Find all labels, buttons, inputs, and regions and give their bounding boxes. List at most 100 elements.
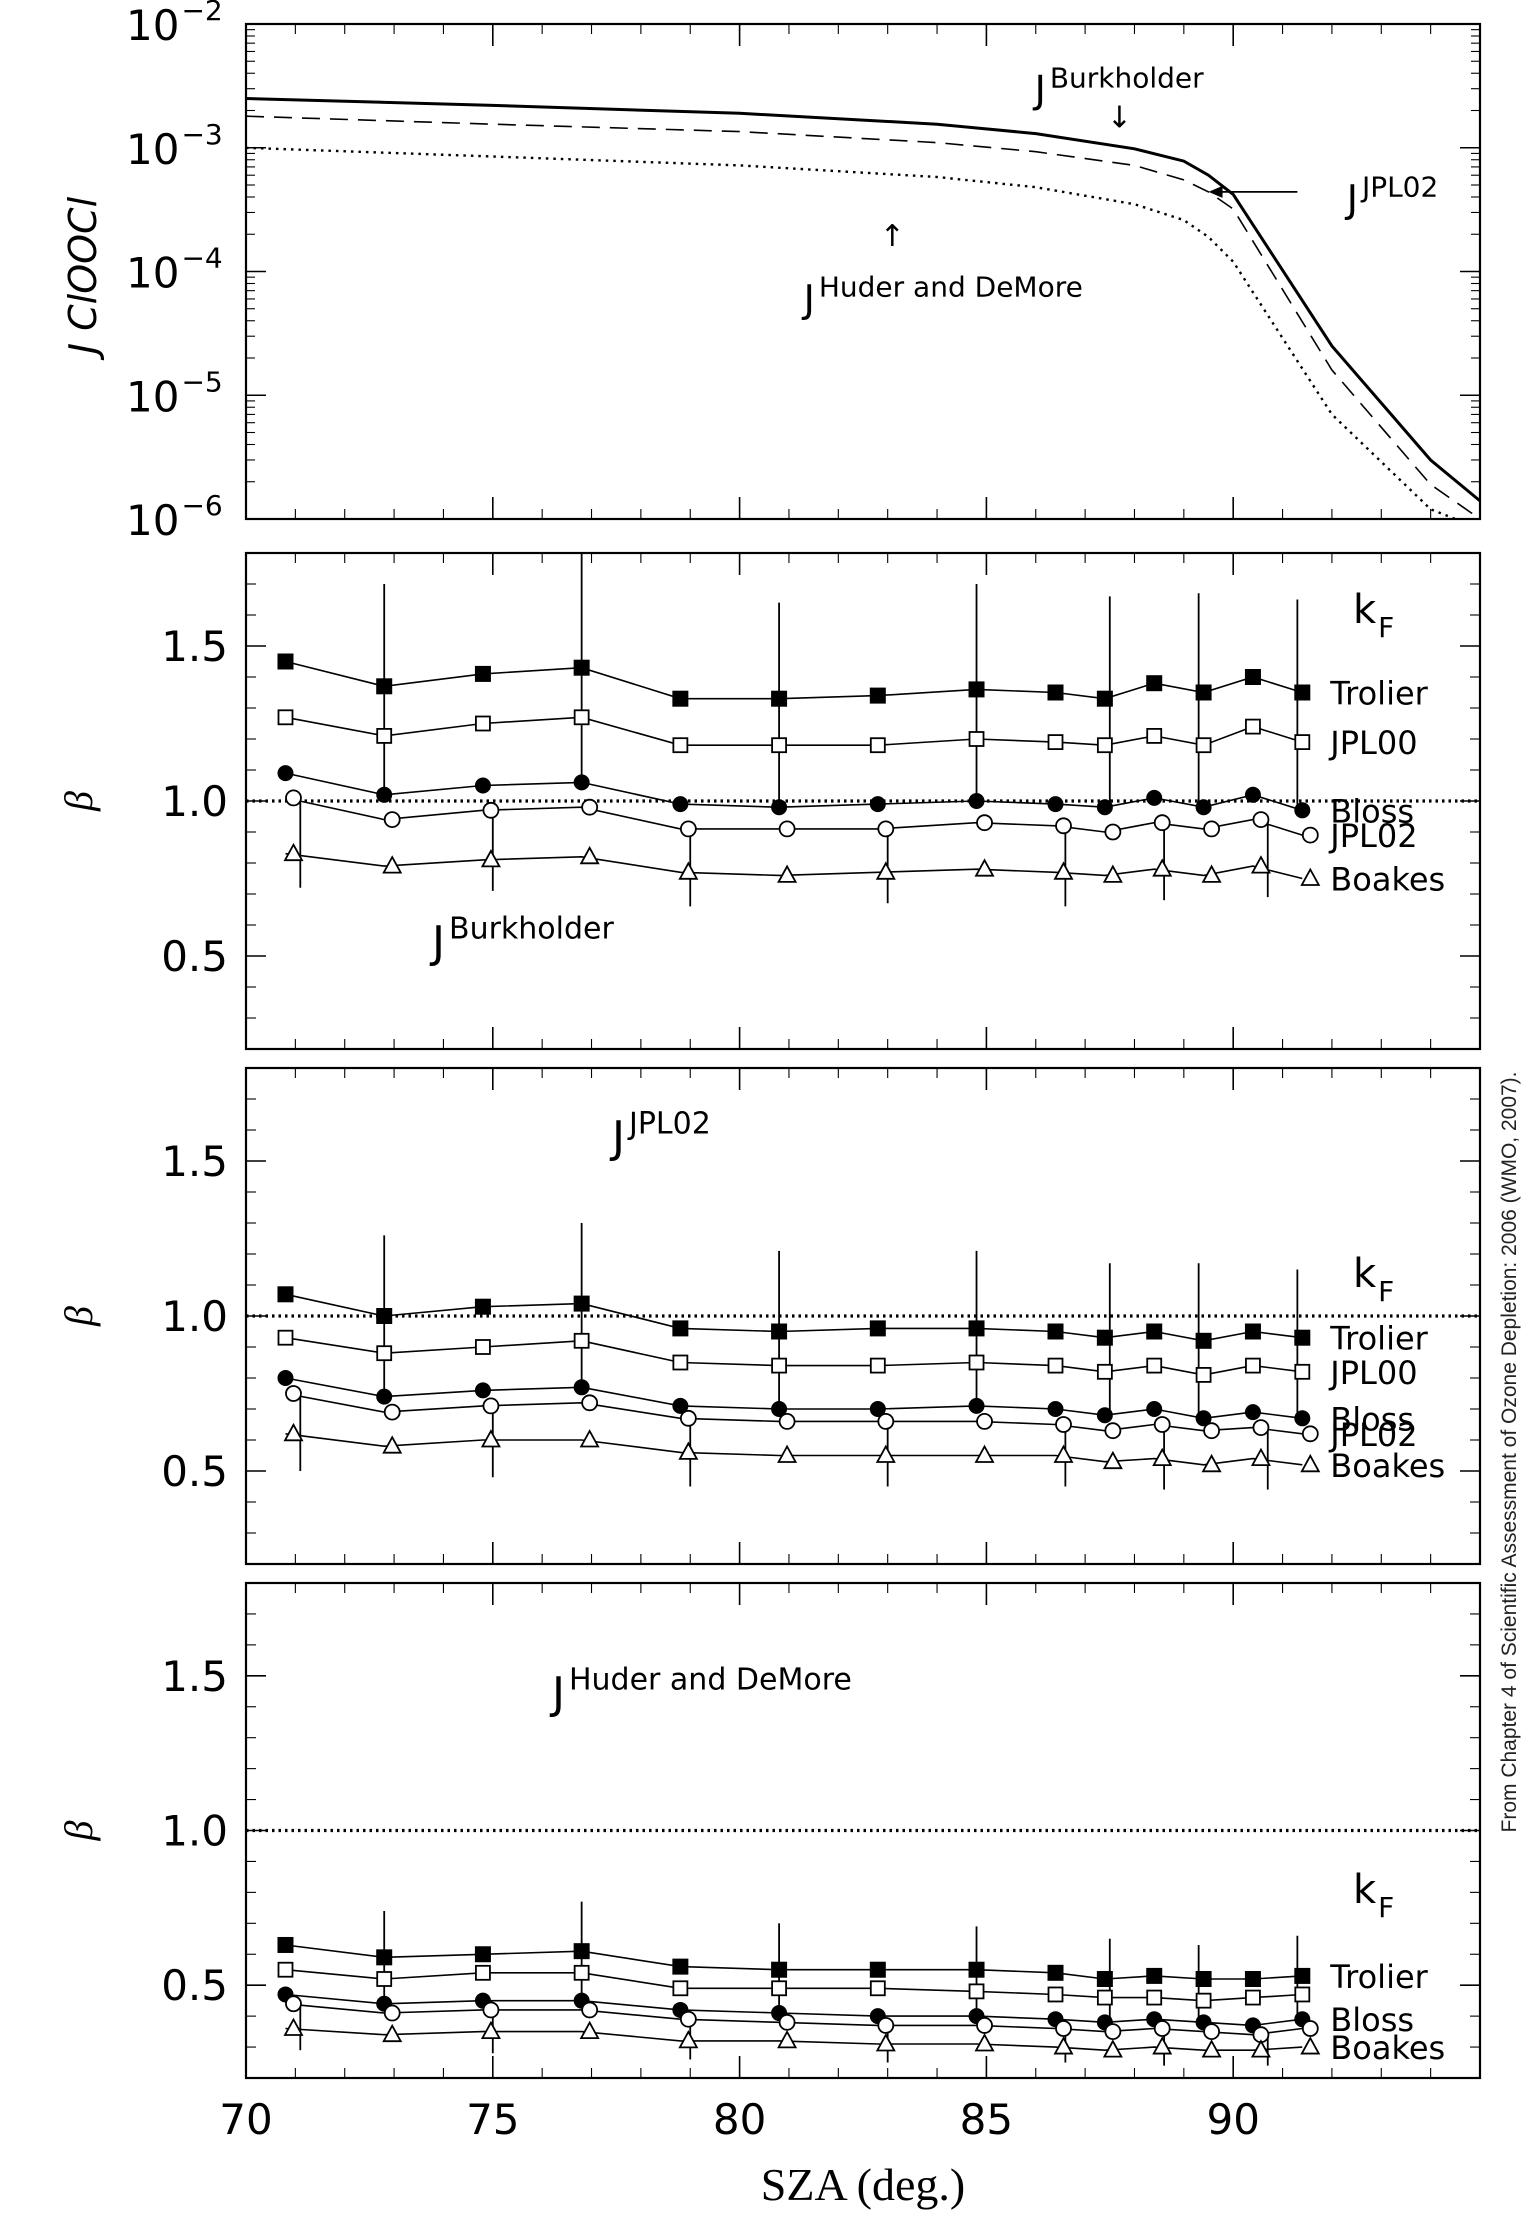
- marker-open-triangle: [875, 1444, 896, 1463]
- marker-filled-square: [474, 1298, 491, 1315]
- legend-label-0: Trolier: [1329, 1320, 1428, 1358]
- marker-open-circle: [1104, 1422, 1122, 1440]
- marker-filled-square: [376, 1308, 393, 1324]
- marker-filled-square: [1047, 1323, 1064, 1340]
- y-tick-label: 10−3: [126, 118, 223, 174]
- marker-open-circle: [1203, 1422, 1220, 1440]
- marker-open-circle: [581, 2001, 599, 2019]
- marker-open-circle: [1301, 1425, 1319, 1443]
- marker-open-triangle: [1152, 1447, 1173, 1466]
- panel-title-base: J: [429, 917, 445, 968]
- marker-filled-circle: [573, 1379, 590, 1396]
- panel-title-sup: Burkholder: [449, 912, 615, 947]
- marker-open-circle: [976, 1413, 993, 1430]
- marker-open-triangle: [480, 1429, 501, 1448]
- y-axis-label: β: [56, 1820, 101, 1841]
- marker-open-square: [1096, 1989, 1113, 2006]
- marker-open-square: [376, 1345, 393, 1362]
- marker-filled-square: [1195, 1971, 1212, 1987]
- marker-open-circle: [285, 1385, 302, 1402]
- y-tick-label: 1.0: [161, 1807, 228, 1856]
- marker-open-square: [869, 1357, 886, 1374]
- marker-filled-circle: [968, 1397, 985, 1414]
- legend-label-2: Bloss: [1330, 2001, 1414, 2039]
- marker-filled-square: [1146, 675, 1163, 692]
- marker-filled-circle: [869, 796, 886, 813]
- marker-open-triangle: [1300, 1453, 1321, 1473]
- marker-open-circle: [1203, 820, 1220, 838]
- legend-label-4: Boakes: [1330, 2029, 1445, 2067]
- marker-open-triangle: [678, 2030, 699, 2049]
- marker-open-triangle: [283, 2017, 304, 2036]
- marker-filled-circle: [771, 1401, 788, 1417]
- marker-filled-square: [968, 1320, 985, 1337]
- marker-filled-square: [474, 665, 491, 682]
- marker-filled-square: [1294, 1329, 1311, 1346]
- marker-open-square: [1245, 1357, 1261, 1374]
- marker-open-square: [1245, 1989, 1261, 2006]
- marker-open-square: [277, 1961, 294, 1978]
- series-line-1: [285, 1968, 1303, 2002]
- x-tick-label: 90: [1206, 2095, 1259, 2144]
- marker-open-square: [1047, 734, 1064, 750]
- marker-open-square: [1146, 1357, 1163, 1374]
- legend-title-base: k: [1353, 1867, 1377, 1913]
- marker-filled-circle: [1244, 786, 1261, 803]
- arrow-left-head-icon: [1208, 185, 1223, 198]
- marker-open-triangle: [678, 1441, 699, 1460]
- legend-label-2: Bloss: [1330, 792, 1414, 830]
- marker-open-triangle: [1250, 1447, 1271, 1466]
- marker-open-square: [277, 709, 294, 726]
- marker-open-circle: [679, 2010, 697, 2028]
- marker-open-circle: [383, 1403, 401, 1421]
- marker-open-triangle: [777, 2030, 798, 2049]
- annotation-huder-base: J: [802, 278, 815, 322]
- marker-open-square: [672, 1354, 689, 1371]
- y-tick-exp: −6: [181, 489, 222, 522]
- marker-open-square: [1195, 1992, 1212, 2009]
- panel-title-base: J: [609, 1112, 625, 1163]
- marker-open-circle: [976, 814, 993, 832]
- marker-open-triangle: [1053, 2036, 1074, 2055]
- marker-filled-circle: [277, 765, 294, 782]
- marker-open-circle: [285, 1995, 302, 2013]
- y-tick-label: 10−6: [126, 489, 223, 545]
- marker-open-triangle: [974, 858, 995, 877]
- annotation-huder: J Huder and DeMore: [802, 271, 1083, 322]
- marker-filled-circle: [968, 793, 985, 809]
- panel-title: J Burkholder: [429, 912, 614, 968]
- annotation-jpl02-base: J: [1345, 177, 1358, 221]
- marker-filled-square: [573, 1943, 590, 1960]
- y-tick-base: 10: [126, 1, 179, 50]
- panel-title: J Huder and DeMore: [549, 1663, 852, 1719]
- marker-open-circle: [1203, 2023, 1220, 2040]
- marker-filled-circle: [573, 774, 590, 791]
- marker-filled-circle: [474, 1382, 491, 1399]
- annotation-burkholder-base: J: [1033, 68, 1046, 112]
- marker-open-circle: [383, 2004, 401, 2022]
- marker-open-circle: [482, 1397, 500, 1415]
- series-line-1: [285, 716, 1303, 747]
- marker-filled-circle: [1195, 1410, 1212, 1427]
- marker-open-triangle: [480, 2020, 501, 2039]
- marker-filled-square: [1047, 684, 1064, 701]
- y-tick-label: 0.5: [161, 1447, 228, 1496]
- marker-open-circle: [1055, 817, 1072, 835]
- series-line-3: [285, 2003, 1303, 2036]
- marker-filled-square: [573, 1295, 590, 1312]
- marker-open-circle: [1153, 2020, 1171, 2037]
- marker-filled-square: [771, 1961, 788, 1978]
- panel-title-sup: JPL02: [627, 1107, 711, 1142]
- marker-filled-square: [573, 659, 590, 676]
- marker-open-square: [1146, 728, 1163, 744]
- panel-frame: [244, 1581, 1482, 2080]
- marker-open-circle: [1055, 1416, 1072, 1433]
- legend-title-base: k: [1353, 1251, 1377, 1297]
- marker-open-triangle: [875, 861, 896, 880]
- legend-title: kF: [1353, 1867, 1394, 1924]
- legend-label-1: JPL00: [1328, 1354, 1417, 1392]
- marker-open-circle: [1055, 2020, 1072, 2037]
- marker-open-triangle: [777, 864, 798, 883]
- series-line-1: [285, 1336, 1303, 1376]
- marker-filled-circle: [277, 1370, 294, 1386]
